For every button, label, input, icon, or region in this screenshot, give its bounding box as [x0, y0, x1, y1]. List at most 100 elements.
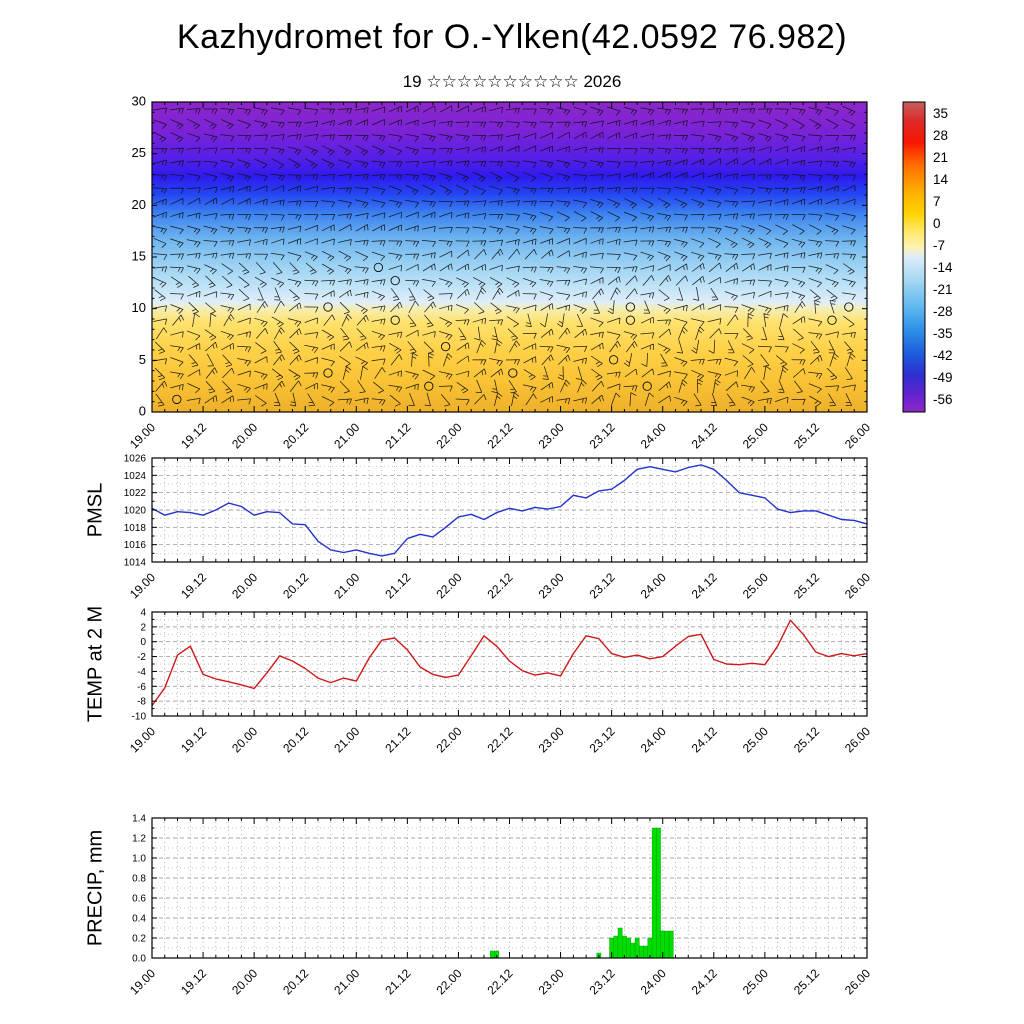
svg-text:0: 0	[140, 637, 146, 648]
svg-text:22.12: 22.12	[484, 570, 515, 601]
svg-text:21.00: 21.00	[331, 570, 362, 601]
svg-text:24.00: 24.00	[638, 724, 669, 755]
svg-text:19.12: 19.12	[178, 420, 209, 451]
svg-text:20.12: 20.12	[280, 724, 311, 755]
wind-barbs-overlay	[153, 105, 856, 407]
svg-text:-7: -7	[933, 238, 945, 253]
svg-text:21.12: 21.12	[382, 966, 413, 997]
svg-text:0.6: 0.6	[132, 894, 146, 905]
svg-text:21.12: 21.12	[382, 570, 413, 601]
svg-text:25.12: 25.12	[791, 966, 822, 997]
svg-text:35: 35	[933, 106, 948, 121]
svg-text:25.00: 25.00	[740, 724, 771, 755]
svg-text:19.00: 19.00	[127, 966, 158, 997]
svg-text:22.00: 22.00	[433, 420, 464, 451]
svg-text:19.12: 19.12	[178, 724, 209, 755]
svg-text:0: 0	[139, 404, 146, 419]
svg-text:14: 14	[933, 172, 949, 187]
svg-text:23.12: 23.12	[587, 724, 618, 755]
svg-text:0.2: 0.2	[132, 934, 146, 945]
svg-text:21.00: 21.00	[331, 966, 362, 997]
svg-text:-6: -6	[137, 682, 146, 693]
svg-text:1018: 1018	[124, 523, 147, 534]
svg-text:1022: 1022	[124, 488, 147, 499]
svg-text:10: 10	[132, 300, 146, 315]
svg-text:26.00: 26.00	[842, 420, 873, 451]
svg-text:1026: 1026	[124, 454, 147, 465]
svg-text:19.00: 19.00	[127, 420, 158, 451]
temp-axis-label: TEMP at 2 M	[84, 605, 107, 723]
svg-text:23.00: 23.00	[536, 966, 567, 997]
svg-text:1020: 1020	[124, 506, 147, 517]
svg-text:-14: -14	[933, 260, 953, 275]
svg-text:26.00: 26.00	[842, 724, 873, 755]
svg-text:-28: -28	[933, 304, 953, 319]
page-title: Kazhydromet for O.-Ylken(42.0592 76.982)	[176, 18, 848, 56]
svg-text:23.00: 23.00	[536, 570, 567, 601]
precip-axis-label: PRECIP, mm	[84, 829, 107, 947]
svg-text:2: 2	[140, 622, 146, 633]
svg-text:24.12: 24.12	[689, 570, 720, 601]
svg-text:19.00: 19.00	[127, 724, 158, 755]
svg-text:19.00: 19.00	[127, 570, 158, 601]
svg-text:1014: 1014	[124, 558, 147, 569]
svg-text:-8: -8	[137, 697, 146, 708]
svg-text:24.12: 24.12	[689, 724, 720, 755]
svg-text:20.12: 20.12	[280, 420, 311, 451]
svg-text:24.00: 24.00	[638, 570, 669, 601]
svg-text:21: 21	[933, 150, 948, 165]
svg-text:25.12: 25.12	[791, 724, 822, 755]
svg-text:19.12: 19.12	[178, 570, 209, 601]
svg-text:21.12: 21.12	[382, 724, 413, 755]
svg-text:22.00: 22.00	[433, 966, 464, 997]
svg-text:1.2: 1.2	[132, 834, 146, 845]
svg-text:24.12: 24.12	[689, 966, 720, 997]
svg-text:1.4: 1.4	[132, 814, 146, 825]
page-subtitle: 19 ☆☆☆☆☆☆☆☆☆☆ 2026	[402, 72, 622, 91]
svg-text:20.00: 20.00	[229, 966, 260, 997]
svg-text:-10: -10	[132, 712, 147, 723]
pmsl-axis-label: PMSL	[84, 482, 107, 538]
svg-text:1016: 1016	[124, 540, 147, 551]
svg-text:22.00: 22.00	[433, 724, 464, 755]
svg-text:0: 0	[933, 216, 941, 231]
svg-text:23.00: 23.00	[536, 724, 567, 755]
svg-text:22.00: 22.00	[433, 570, 464, 601]
cross-section-panel: 0 5 10 15 20 25 30 19.00 19.12 20.00 20.12 21.00 21.…	[127, 94, 953, 451]
svg-text:25: 25	[132, 145, 146, 160]
svg-text:22.12: 22.12	[484, 966, 515, 997]
pmsl-panel: 1014 1016 1018 1020 1022 1024 1026 19.00 19.12 20…	[124, 454, 874, 602]
svg-text:-56: -56	[933, 392, 953, 407]
svg-text:25.00: 25.00	[740, 570, 771, 601]
svg-text:1024: 1024	[124, 471, 147, 482]
svg-text:0.8: 0.8	[132, 874, 146, 885]
svg-text:21.12: 21.12	[382, 420, 413, 451]
svg-text:24.00: 24.00	[638, 420, 669, 451]
svg-text:23.12: 23.12	[587, 966, 618, 997]
svg-text:0.4: 0.4	[132, 914, 146, 925]
svg-text:26.00: 26.00	[842, 966, 873, 997]
svg-text:25.12: 25.12	[791, 420, 822, 451]
svg-text:-49: -49	[933, 370, 953, 385]
svg-text:4: 4	[140, 608, 146, 619]
svg-text:26.00: 26.00	[842, 570, 873, 601]
svg-text:22.12: 22.12	[484, 724, 515, 755]
svg-text:20.00: 20.00	[229, 420, 260, 451]
svg-text:25.00: 25.00	[740, 420, 771, 451]
svg-text:25.12: 25.12	[791, 570, 822, 601]
svg-text:20.00: 20.00	[229, 570, 260, 601]
svg-text:21.00: 21.00	[331, 420, 362, 451]
temperature-colorbar	[902, 101, 926, 413]
svg-text:15: 15	[132, 249, 146, 264]
svg-text:-35: -35	[933, 326, 953, 341]
svg-text:23.12: 23.12	[587, 570, 618, 601]
svg-text:23.00: 23.00	[536, 420, 567, 451]
svg-text:-2: -2	[137, 652, 146, 663]
temp-panel: -10 -8 -6 -4 -2 0 2 4 19.00 19.12 20.00 20.12 21.00 2…	[127, 608, 873, 756]
svg-text:23.12: 23.12	[587, 420, 618, 451]
svg-text:-42: -42	[933, 348, 953, 363]
svg-text:28: 28	[933, 128, 948, 143]
svg-text:22.12: 22.12	[484, 420, 515, 451]
svg-text:24.12: 24.12	[689, 420, 720, 451]
